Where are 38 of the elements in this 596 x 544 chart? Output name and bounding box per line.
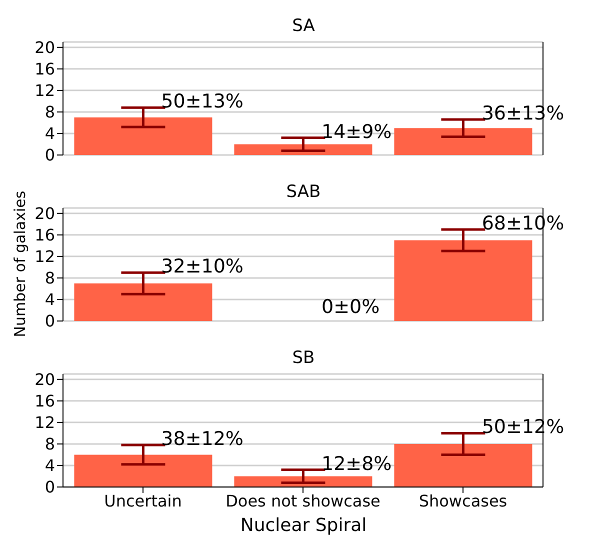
y-tick-label: 12	[34, 81, 55, 100]
chart-title: SA	[291, 16, 316, 36]
annotation: 0±0%	[322, 296, 380, 318]
y-tick-label: 20	[34, 38, 55, 58]
bar	[234, 144, 372, 155]
x-tick-label: Showcases	[418, 491, 508, 510]
x-axis-title: Nuclear Spiral	[239, 515, 368, 536]
y-tick-label: 0	[44, 478, 55, 497]
x-tick-label: Does not showcase	[226, 491, 380, 510]
bar	[74, 117, 212, 155]
chart-title: SAB	[285, 182, 322, 202]
bar	[394, 128, 532, 155]
bar	[74, 454, 212, 487]
y-tick-label: 8	[44, 434, 55, 454]
chart-title: SB	[291, 348, 316, 368]
annotation: 38±12%	[161, 428, 244, 450]
bar	[234, 476, 372, 487]
y-tick-label: 4	[44, 124, 55, 144]
annotation: 14±9%	[322, 120, 392, 143]
y-tick-label: 0	[44, 312, 55, 331]
y-tick-label: 20	[34, 370, 55, 390]
annotation: 12±8%	[322, 452, 392, 475]
y-tick-label: 0	[44, 146, 55, 165]
annotation: 50±13%	[161, 90, 244, 113]
y-tick-label: 16	[34, 226, 55, 245]
y-tick-label: 20	[34, 204, 55, 224]
y-axis-title: Number of galaxies	[11, 189, 29, 339]
x-tick-label: Uncertain	[104, 491, 182, 510]
y-tick-label: 16	[34, 60, 55, 79]
y-tick-label: 12	[34, 413, 55, 432]
y-tick-label: 4	[44, 456, 55, 476]
y-tick-label: 16	[34, 392, 55, 411]
y-tick-label: 12	[34, 247, 55, 266]
y-tick-label: 8	[44, 102, 55, 122]
annotation: 32±10%	[161, 256, 244, 278]
bar	[394, 444, 532, 487]
y-tick-label: 8	[44, 268, 55, 288]
y-tick-label: 4	[44, 290, 55, 310]
